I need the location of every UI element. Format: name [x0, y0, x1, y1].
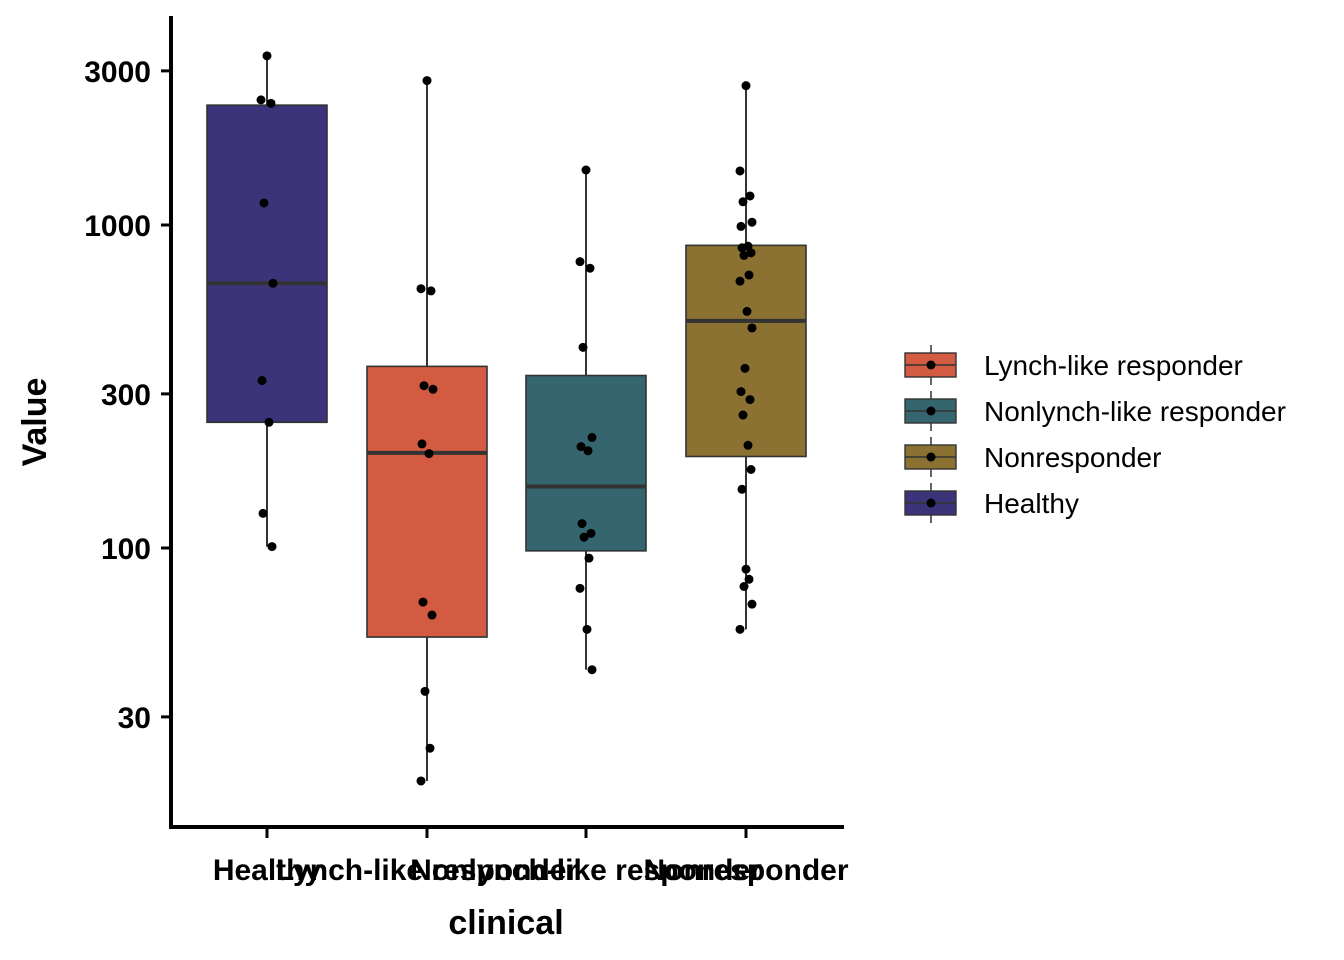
x-tick-label: Healthy [213, 854, 322, 887]
legend-key-point [926, 498, 936, 508]
data-point [418, 597, 428, 607]
data-point [744, 270, 754, 280]
data-point [268, 278, 278, 288]
legend-item-nonresponder: Nonresponder [904, 437, 1161, 477]
points-layer [256, 51, 757, 786]
data-point [742, 306, 752, 316]
data-point [744, 574, 754, 584]
data-point [739, 250, 749, 260]
data-point [741, 81, 751, 91]
data-point [738, 197, 748, 207]
data-point [416, 284, 426, 294]
x-tick-label: Nonresponder [643, 854, 848, 887]
data-point [747, 217, 757, 227]
data-point [741, 564, 751, 574]
legend-item-nonlynch-like-responder: Nonlynch-like responder [904, 391, 1286, 431]
data-point [419, 381, 429, 391]
data-point [584, 553, 594, 563]
data-point [738, 410, 748, 420]
axes-layer [169, 16, 844, 829]
data-point [739, 581, 749, 591]
data-point [735, 166, 745, 176]
data-point [736, 221, 746, 231]
data-point [259, 198, 269, 208]
data-point [575, 257, 585, 267]
data-point [424, 449, 434, 459]
box-nonlynch-like-responder [525, 170, 647, 670]
data-point [425, 743, 435, 753]
boxes-layer [206, 55, 807, 781]
data-point [427, 610, 437, 620]
data-point [266, 98, 276, 108]
legend-item-lynch-like-responder: Lynch-like responder [904, 345, 1243, 385]
data-point [417, 439, 427, 449]
x-axis-title: clinical [448, 904, 563, 942]
data-point [745, 191, 755, 201]
data-point [735, 276, 745, 286]
data-point [585, 263, 595, 273]
data-point [587, 665, 597, 675]
box-lynch-like-responder [366, 80, 488, 781]
data-point [575, 583, 585, 593]
data-point [256, 95, 266, 105]
data-point [416, 776, 426, 786]
legend-label: Nonresponder [984, 442, 1161, 473]
data-point [735, 624, 745, 634]
data-point [420, 686, 430, 696]
data-point [426, 286, 436, 296]
legend-key-point [926, 360, 936, 370]
data-point [583, 446, 593, 456]
data-point [587, 432, 597, 442]
y-ticks: 30 100 300 1000 3000 [84, 56, 171, 735]
legend-label: Lynch-like responder [984, 350, 1243, 381]
iqr-box [206, 104, 328, 424]
data-point [578, 342, 588, 352]
data-point [586, 528, 596, 538]
legend-key-point [926, 452, 936, 462]
data-point [743, 440, 753, 450]
data-point [577, 519, 587, 529]
data-point [264, 417, 274, 427]
data-point [262, 51, 272, 61]
data-point [747, 599, 757, 609]
y-tick-label: 1000 [84, 210, 151, 243]
y-axis-title: Value [16, 378, 54, 467]
data-point [581, 165, 591, 175]
data-point [746, 464, 756, 474]
box-nonresponder [685, 85, 807, 630]
legend-label: Healthy [984, 488, 1079, 519]
data-point [428, 384, 438, 394]
data-point [746, 248, 756, 258]
data-point [582, 624, 592, 634]
legend-label: Nonlynch-like responder [984, 396, 1286, 427]
data-point [745, 395, 755, 405]
iqr-box [685, 244, 807, 458]
y-tick-label: 100 [101, 533, 151, 566]
legend-item-healthy: Healthy [904, 483, 1079, 523]
data-point [747, 323, 757, 333]
x-tick-label: Nonlynch-like responder [410, 854, 762, 887]
data-point [579, 532, 589, 542]
data-point [267, 542, 277, 552]
data-point [737, 243, 747, 253]
data-point [257, 376, 267, 386]
data-point [576, 442, 586, 452]
y-tick-label: 300 [101, 379, 151, 412]
y-tick-label: 30 [118, 702, 151, 735]
y-tick-label: 3000 [84, 56, 151, 89]
data-point [737, 484, 747, 494]
data-point [740, 363, 750, 373]
x-tick-label: Lynch-like responder [276, 854, 579, 887]
data-point [258, 508, 268, 518]
data-point [736, 387, 746, 397]
data-point [422, 76, 432, 86]
box-healthy [206, 55, 328, 547]
iqr-box [366, 365, 488, 638]
legend: Lynch-like responder Nonlynch-like respon… [904, 345, 1286, 523]
legend-key-point [926, 406, 936, 416]
